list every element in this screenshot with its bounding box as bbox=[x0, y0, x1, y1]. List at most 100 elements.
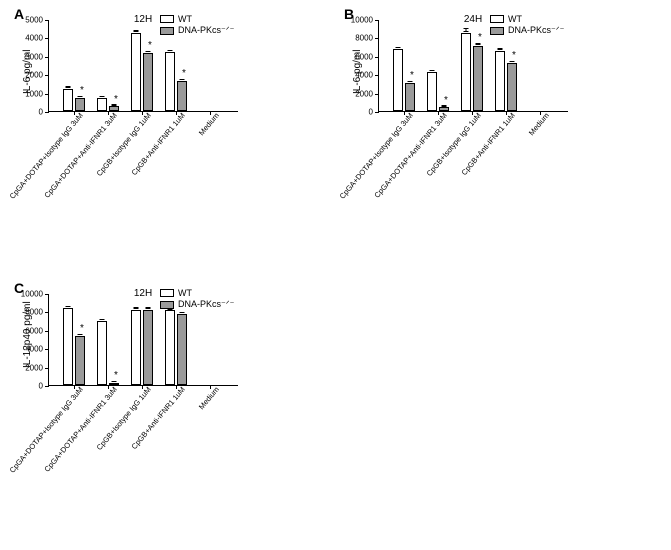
error-bar bbox=[466, 28, 467, 32]
legend-item-wt: WT bbox=[490, 14, 564, 24]
chart: 24HIL-6 pg/ml0200040006000800010000CpGA+… bbox=[378, 20, 568, 112]
y-tick-label: 0 bbox=[39, 108, 49, 117]
error-bar bbox=[102, 96, 103, 97]
significance-star: * bbox=[114, 94, 118, 105]
y-tick-label: 4000 bbox=[25, 34, 49, 43]
bar-wt bbox=[495, 51, 505, 111]
bar-wt bbox=[97, 321, 107, 385]
bar-ko bbox=[109, 106, 119, 111]
error-bar bbox=[114, 105, 115, 106]
error-bar bbox=[68, 86, 69, 87]
bar-wt bbox=[131, 33, 141, 111]
bar-ko bbox=[405, 83, 415, 111]
bar-ko bbox=[177, 81, 187, 111]
error-bar bbox=[512, 61, 513, 62]
panel-c: C12HIL-12p40 pg/ml0200040006000800010000… bbox=[14, 280, 324, 512]
y-tick-label: 6000 bbox=[25, 326, 49, 335]
y-tick-label: 8000 bbox=[25, 308, 49, 317]
y-tick-label: 2000 bbox=[25, 363, 49, 372]
legend-item-ko: DNA-PKcs⁻ᐟ⁻ bbox=[490, 25, 564, 36]
error-bar bbox=[410, 81, 411, 82]
error-bar bbox=[136, 30, 137, 32]
y-tick-label: 6000 bbox=[355, 52, 379, 61]
significance-star: * bbox=[410, 70, 414, 81]
panel-label: A bbox=[14, 6, 24, 22]
bar-ko bbox=[473, 46, 483, 111]
legend-item-wt: WT bbox=[160, 14, 234, 24]
bar-wt bbox=[393, 49, 403, 111]
x-tick-label: Medium bbox=[471, 111, 551, 204]
bar-wt bbox=[461, 33, 471, 111]
bar-ko bbox=[143, 53, 153, 111]
error-bar bbox=[102, 319, 103, 320]
y-tick-label: 4000 bbox=[25, 345, 49, 354]
legend-label: WT bbox=[178, 288, 192, 298]
chart: 12HIL-6 pg/ml010002000300040005000CpGA+D… bbox=[48, 20, 238, 112]
panel-a: A 12HIL-6 pg/ml010002000300040005000CpGA+… bbox=[14, 6, 324, 238]
y-tick-label: 1000 bbox=[25, 89, 49, 98]
legend-swatch-wt bbox=[160, 15, 174, 23]
y-tick-label: 0 bbox=[39, 382, 49, 391]
y-tick-label: 4000 bbox=[355, 71, 379, 80]
error-bar bbox=[80, 96, 81, 97]
legend-item-ko: DNA-PKcs⁻ᐟ⁻ bbox=[160, 299, 234, 310]
error-bar bbox=[478, 43, 479, 45]
error-bar bbox=[500, 48, 501, 50]
y-tick-label: 5000 bbox=[25, 16, 49, 25]
bar-wt bbox=[427, 72, 437, 111]
bar-wt bbox=[131, 310, 141, 385]
legend: WTDNA-PKcs⁻ᐟ⁻ bbox=[160, 288, 234, 311]
error-bar bbox=[80, 334, 81, 335]
legend-label: DNA-PKcs⁻ᐟ⁻ bbox=[508, 25, 564, 36]
error-bar bbox=[398, 47, 399, 49]
y-tick-label: 2000 bbox=[25, 71, 49, 80]
chart: 12HIL-12p40 pg/ml0200040006000800010000C… bbox=[48, 294, 238, 386]
significance-star: * bbox=[114, 370, 118, 381]
significance-star: * bbox=[512, 50, 516, 61]
legend-label: WT bbox=[178, 14, 192, 24]
bar-ko bbox=[75, 98, 85, 111]
bar-ko bbox=[177, 314, 187, 385]
bar-wt bbox=[63, 308, 73, 385]
legend-label: DNA-PKcs⁻ᐟ⁻ bbox=[178, 299, 234, 310]
bar-ko bbox=[507, 63, 517, 111]
error-bar bbox=[148, 307, 149, 308]
bar-ko bbox=[109, 383, 119, 385]
legend-swatch-ko bbox=[160, 301, 174, 309]
significance-star: * bbox=[444, 95, 448, 106]
bar-wt bbox=[63, 89, 73, 111]
legend-label: WT bbox=[508, 14, 522, 24]
legend: WTDNA-PKcs⁻ᐟ⁻ bbox=[160, 14, 234, 37]
bar-ko bbox=[75, 336, 85, 385]
legend-swatch-wt bbox=[490, 15, 504, 23]
significance-star: * bbox=[478, 32, 482, 43]
legend: WTDNA-PKcs⁻ᐟ⁻ bbox=[490, 14, 564, 37]
y-tick-label: 8000 bbox=[355, 34, 379, 43]
legend-swatch-ko bbox=[160, 27, 174, 35]
error-bar bbox=[68, 306, 69, 307]
error-bar bbox=[148, 51, 149, 52]
y-tick-label: 10000 bbox=[21, 290, 49, 299]
error-bar bbox=[432, 70, 433, 71]
bar-wt bbox=[97, 98, 107, 111]
significance-star: * bbox=[80, 85, 84, 96]
error-bar bbox=[444, 106, 445, 107]
y-tick-label: 2000 bbox=[355, 89, 379, 98]
significance-star: * bbox=[80, 323, 84, 334]
bar-wt bbox=[165, 52, 175, 111]
bar-ko bbox=[143, 310, 153, 385]
x-tick-label: Medium bbox=[141, 111, 221, 204]
bar-ko bbox=[439, 107, 449, 111]
legend-item-wt: WT bbox=[160, 288, 234, 298]
x-tick-label: Medium bbox=[141, 385, 221, 478]
legend-swatch-ko bbox=[490, 27, 504, 35]
error-bar bbox=[114, 381, 115, 382]
error-bar bbox=[136, 307, 137, 308]
legend-label: DNA-PKcs⁻ᐟ⁻ bbox=[178, 25, 234, 36]
significance-star: * bbox=[182, 68, 186, 79]
legend-swatch-wt bbox=[160, 289, 174, 297]
y-tick-label: 0 bbox=[369, 108, 379, 117]
error-bar bbox=[182, 79, 183, 80]
error-bar bbox=[170, 50, 171, 51]
error-bar bbox=[182, 312, 183, 313]
